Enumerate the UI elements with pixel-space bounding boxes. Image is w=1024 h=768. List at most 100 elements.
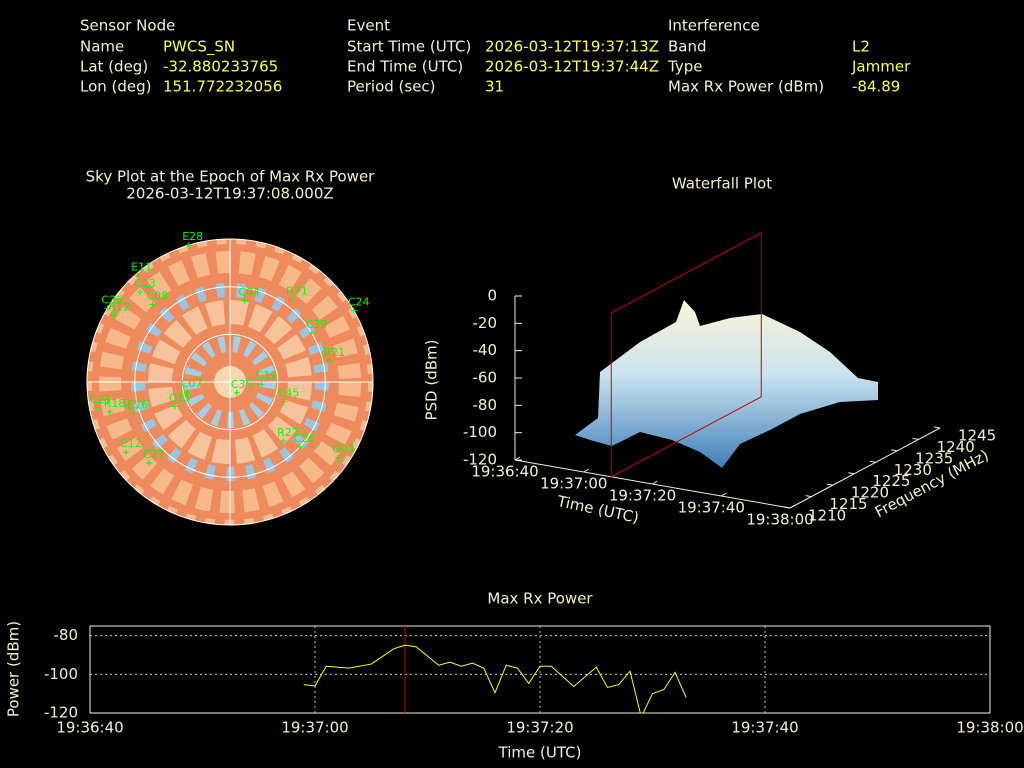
y-tick-label: -120: [44, 704, 78, 722]
satellite-marker: [350, 307, 357, 314]
field-value: L2: [852, 38, 870, 56]
y-tick-label: -80: [54, 626, 79, 644]
satellite-label: C39: [306, 318, 328, 331]
satellite-marker: [130, 410, 137, 417]
field-label: Start Time (UTC): [347, 38, 471, 56]
satellite-label: C45: [278, 387, 300, 400]
satellite-marker: [183, 389, 190, 396]
y-tick: [826, 483, 833, 486]
satellite-marker: [289, 296, 296, 303]
satellite-label: C04: [238, 286, 260, 299]
satellite-label: C19: [256, 369, 278, 382]
field-value: PWCS_SN: [163, 38, 235, 57]
epoch-plane: [610, 231, 762, 478]
x-tick-label: 19:37:40: [731, 719, 798, 737]
satellite-label: R12: [108, 300, 130, 313]
waterfall-plot: Waterfall Plot 0 -20 -40 -60 -80 -100 -12019:36…: [423, 175, 997, 529]
satellite-marker: [111, 312, 118, 319]
satellite-marker: [296, 444, 303, 451]
satellite-label: R22: [277, 426, 299, 439]
y-tick-label: 1245: [958, 427, 996, 445]
z-tick-label: -60: [473, 369, 498, 387]
y-tick: [933, 426, 941, 429]
satellite-marker: [146, 459, 153, 466]
x-tick-label: 19:38:00: [956, 719, 1023, 737]
z-tick-label: -20: [473, 314, 498, 332]
y-tick-label: 1235: [915, 449, 953, 467]
sky-grid: [86, 238, 374, 526]
x-tick-label: 19:38:00: [746, 511, 813, 529]
satellite-marker: [280, 438, 287, 445]
field-label: Lon (deg): [80, 78, 152, 96]
satellite-label: C26: [294, 432, 316, 445]
x-tick-label: 19:37:20: [506, 719, 573, 737]
satellite-marker: [106, 408, 113, 415]
x-tick-label: 19:37:00: [281, 719, 348, 737]
y-tick-label: 1210: [808, 507, 846, 525]
z-axis-label: PSD (dBm): [423, 339, 441, 420]
y-tick: [848, 472, 855, 475]
satellite-marker: [122, 449, 129, 456]
section-title: Sensor Node: [80, 17, 175, 35]
satellite-label: C13: [134, 277, 156, 290]
satellite-marker: [171, 403, 178, 410]
satellite-marker: [233, 389, 240, 396]
field-label: Lat (deg): [80, 58, 148, 76]
satellite-marker: [137, 289, 144, 296]
y-tick: [891, 449, 898, 452]
field-value: -32.880233765: [163, 58, 278, 76]
field-label: Period (sec): [347, 78, 436, 96]
y-axis: [789, 427, 941, 509]
z-tick-label: 0: [487, 287, 497, 305]
satellite-marker: [335, 454, 342, 461]
chart-title: Sky Plot at the Epoch of Max Rx Power: [86, 168, 376, 186]
field-label: End Time (UTC): [347, 58, 463, 76]
satellite-marker: [241, 297, 248, 304]
x-tick: [514, 456, 521, 461]
x-tick: [720, 492, 727, 497]
satellite-marker: [104, 305, 111, 312]
y-tick: [912, 437, 919, 440]
field-value: 2026-03-12T19:37:44Z: [485, 58, 659, 76]
satellite-label: C08: [146, 289, 168, 302]
field-label: Band: [668, 38, 707, 56]
y-tick: [783, 506, 791, 509]
z-tick-label: -120: [463, 451, 497, 469]
satellite-label: G03: [332, 443, 355, 456]
field-value: 31: [485, 78, 504, 96]
y-tick: [869, 460, 876, 463]
header: Sensor Node Name PWCS_SN Lat (deg) -32.88023…: [80, 17, 911, 96]
plot-frame: [89, 625, 991, 714]
y-tick-label: 1225: [872, 472, 910, 490]
satellite-label: C24: [348, 296, 370, 309]
satellite-marker: [149, 301, 156, 308]
satellite-marker: [280, 398, 287, 405]
satellite-marker: [134, 272, 141, 279]
satellite-label: C12: [120, 437, 142, 450]
section-title: Interference: [668, 17, 760, 35]
satellite-label: C35: [231, 378, 253, 391]
x-tick: [652, 480, 658, 485]
power-line: [303, 644, 687, 713]
field-label: Max Rx Power (dBm): [668, 78, 824, 96]
x-tick-label: 19:37:40: [678, 499, 745, 517]
field-label: Type: [667, 58, 702, 76]
satellite-label: C36: [101, 293, 123, 306]
y-tick: [805, 495, 812, 498]
field-value: -84.89: [852, 78, 900, 96]
field-label: Name: [80, 38, 124, 56]
satellite-marker: [308, 329, 315, 336]
field-value: Jammer: [851, 58, 911, 76]
satellite-label: C21: [90, 393, 112, 406]
satellite-label: E16: [127, 398, 148, 411]
sky-plot: Sky Plot at the Epoch of Max Rx Power202…: [86, 168, 376, 466]
y-tick-label: 1215: [829, 495, 867, 513]
field-value: 151.772232056: [163, 78, 282, 96]
z-tick-label: -100: [463, 423, 497, 441]
x-tick-label: 19:36:40: [56, 719, 123, 737]
satellite-label: E11: [131, 260, 152, 273]
satellite-marker: [92, 405, 99, 412]
z-tick-label: -80: [473, 396, 498, 414]
